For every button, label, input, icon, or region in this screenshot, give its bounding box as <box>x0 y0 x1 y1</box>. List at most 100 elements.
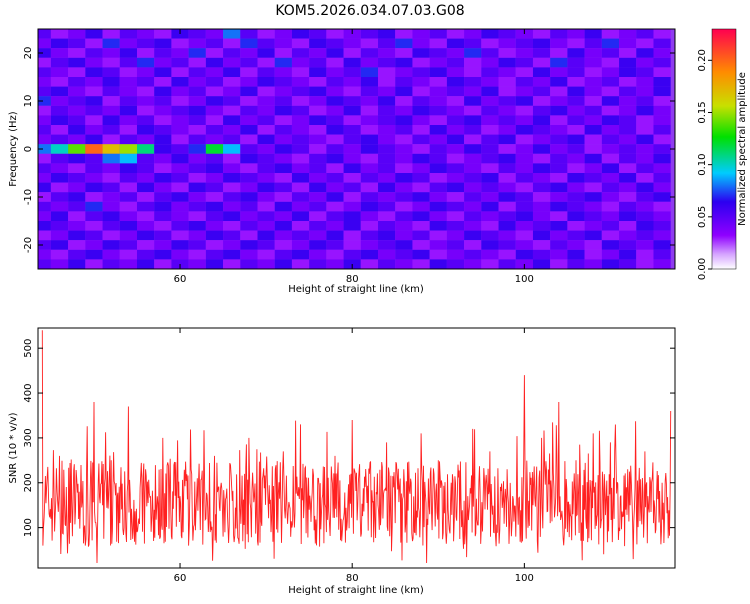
heatmap-cell <box>360 221 379 231</box>
heatmap-cell <box>395 249 413 260</box>
heatmap-cell <box>532 192 551 202</box>
heatmap-cell <box>601 173 620 183</box>
heatmap-cell <box>412 182 430 193</box>
heatmap-cell <box>257 29 275 39</box>
heatmap-cell <box>446 230 465 241</box>
heatmap-cell <box>223 67 241 77</box>
heatmap-cell <box>38 192 51 202</box>
heatmap-cell <box>584 134 602 145</box>
heatmap-cell <box>446 48 465 58</box>
heatmap-cell <box>291 86 310 97</box>
heatmap-cell <box>619 86 637 97</box>
heatmap-cell <box>636 192 654 202</box>
heatmap-cell <box>464 259 482 269</box>
heatmap-cell <box>550 134 568 145</box>
heatmap-cell <box>38 86 51 97</box>
heatmap-cell <box>136 38 155 49</box>
heatmap-cell <box>429 38 447 49</box>
heatmap-cell <box>68 67 86 77</box>
heatmap-cell <box>223 125 241 135</box>
heatmap-cell <box>154 48 172 58</box>
heatmap-cell <box>636 48 654 58</box>
heatmap-cell <box>119 182 137 193</box>
heatmap-cell <box>326 221 344 231</box>
heatmap-cell <box>653 230 671 241</box>
heatmap-cell <box>481 144 499 154</box>
heatmap-cell <box>636 77 654 87</box>
heatmap-cell <box>378 163 396 173</box>
heatmap-cell <box>446 77 465 87</box>
heatmap-cell <box>257 153 275 164</box>
heatmap-cell <box>636 67 654 77</box>
heatmap-cell <box>205 38 224 49</box>
heatmap-cell <box>50 29 69 39</box>
heatmap-cell <box>567 105 585 116</box>
heatmap-cell <box>601 38 620 49</box>
heatmap-cell <box>50 48 69 58</box>
heatmap-cell <box>619 134 637 145</box>
heatmap-cell <box>464 125 482 135</box>
heatmap-cell <box>274 173 292 183</box>
heatmap-cell <box>498 77 516 87</box>
heatmap-cell <box>619 57 637 68</box>
heatmap-cell <box>171 192 189 202</box>
heatmap-cell <box>274 192 292 202</box>
heatmap-cell <box>188 96 206 106</box>
heatmap-cell <box>188 192 206 202</box>
heatmap-cell <box>68 182 86 193</box>
heatmap-cell <box>205 105 224 116</box>
heatmap-cell <box>360 153 379 164</box>
heatmap-cell <box>154 86 172 97</box>
heatmap-cell <box>412 163 430 173</box>
heatmap-cell <box>257 134 275 145</box>
heatmap-cell <box>274 201 292 212</box>
heatmap-cell <box>223 211 241 221</box>
heatmap-cell <box>567 211 585 221</box>
heatmap-cell <box>378 153 396 164</box>
heatmap-cell <box>412 201 430 212</box>
heatmap-cell <box>550 29 568 39</box>
heatmap-cell <box>550 67 568 77</box>
heatmap-cell <box>378 211 396 221</box>
heatmap-cell <box>498 182 516 193</box>
heatmap-cell <box>326 125 344 135</box>
heatmap-cell <box>205 29 224 39</box>
heatmap-cell <box>309 230 327 241</box>
heatmap-cell <box>136 211 155 221</box>
heatmap-cell <box>653 240 671 250</box>
heatmap-cell <box>326 115 344 125</box>
heatmap-cell <box>85 134 103 145</box>
heatmap-cell <box>429 201 447 212</box>
heatmap-cell <box>257 67 275 77</box>
heatmap-cell <box>171 38 189 49</box>
heatmap-cell <box>567 67 585 77</box>
heatmap-cell <box>240 115 258 125</box>
heatmap-cell <box>429 48 447 58</box>
heatmap-cell <box>446 96 465 106</box>
heatmap-cell <box>274 125 292 135</box>
heatmap-cell <box>464 144 482 154</box>
heatmap-cell <box>653 211 671 221</box>
heatmap-cell <box>584 221 602 231</box>
heatmap-cell <box>481 96 499 106</box>
heatmap-cell <box>498 125 516 135</box>
heatmap-cell <box>395 192 413 202</box>
heatmap-cell <box>464 115 482 125</box>
heatmap-cell <box>464 211 482 221</box>
heatmap-cell <box>343 230 361 241</box>
heatmap-cell <box>601 182 620 193</box>
heatmap-cell <box>50 144 69 154</box>
heatmap-cell <box>619 173 637 183</box>
heatmap-cell <box>136 105 155 116</box>
heatmap-cell <box>240 48 258 58</box>
heatmap-cell <box>291 115 310 125</box>
heatmap-cell <box>636 86 654 97</box>
heatmap-cell <box>68 221 86 231</box>
heatmap-cell <box>205 221 224 231</box>
heatmap-cell <box>85 96 103 106</box>
heatmap-cell <box>171 153 189 164</box>
heatmap-cell <box>429 221 447 231</box>
heatmap-cell <box>343 77 361 87</box>
heatmap-cell <box>102 105 120 116</box>
heatmap-x-ticks: 60 80 100 <box>174 29 534 285</box>
